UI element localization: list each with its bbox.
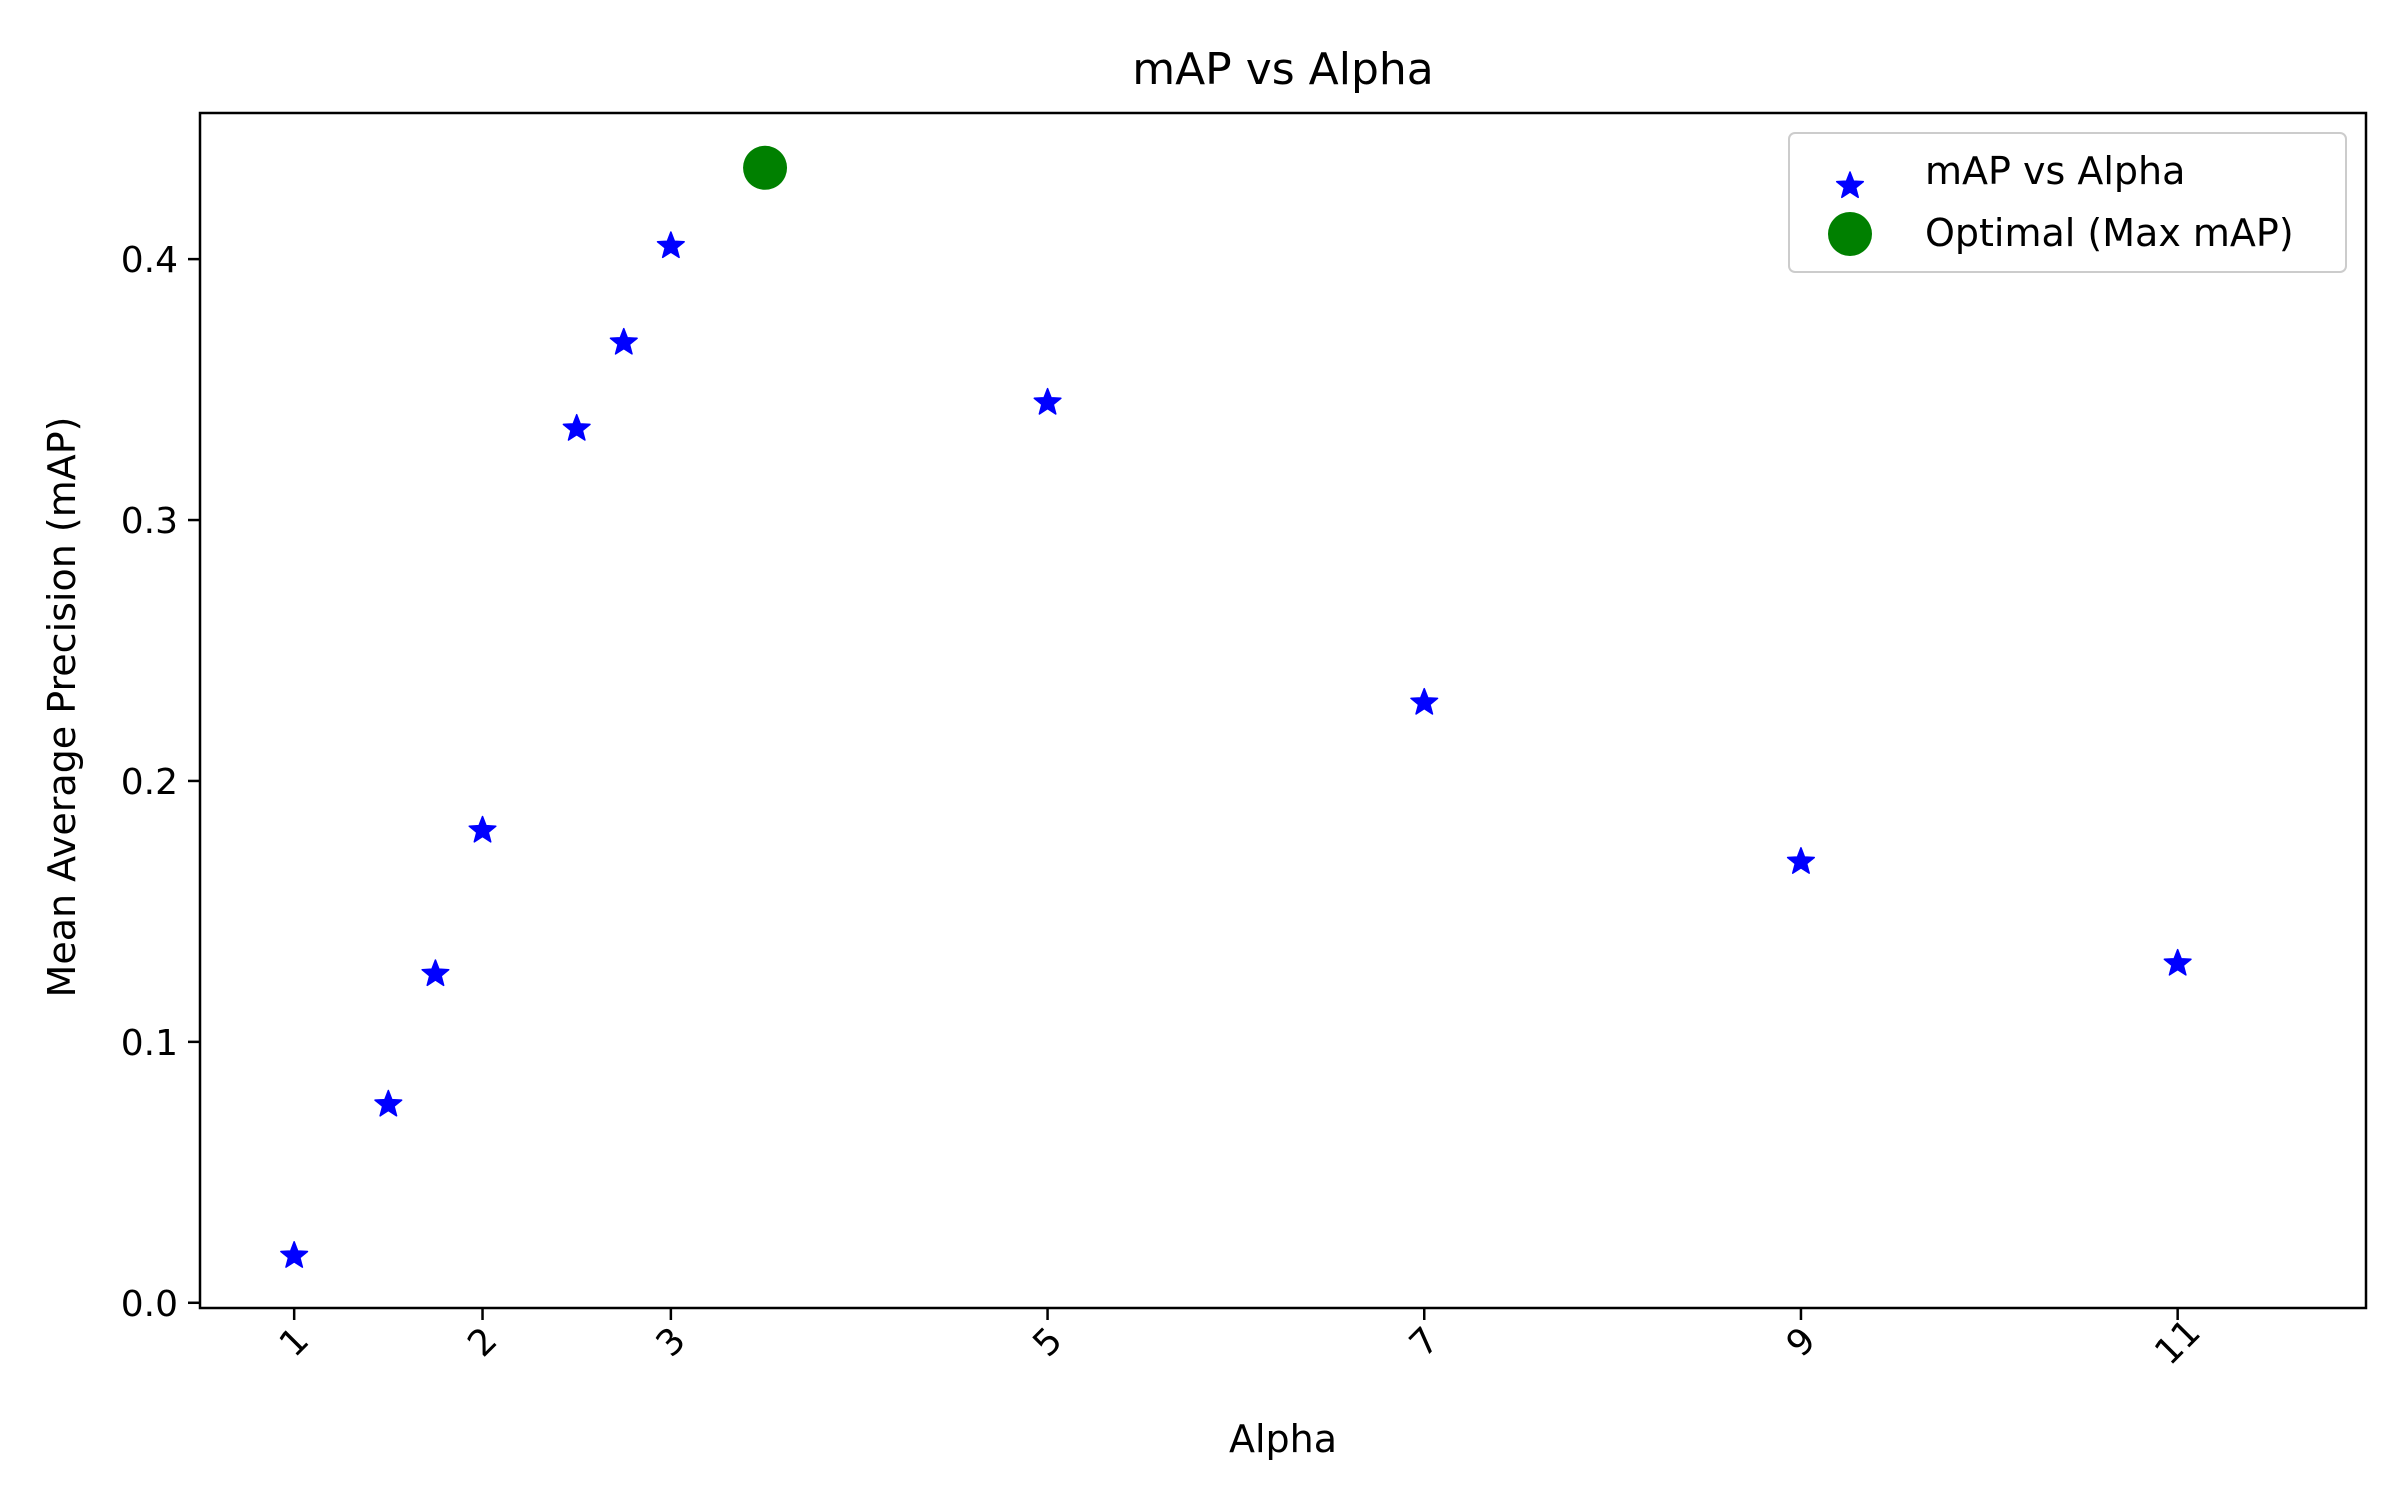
axes-frame (198, 111, 2368, 1310)
plot-area: 1 2 3 5 7 9 110.00.10.20.30.4 (121, 111, 2368, 1373)
data-point-star (609, 327, 638, 355)
legend: mAP vs Alpha Optimal (Max mAP) (1788, 132, 2347, 273)
data-point-star (2163, 948, 2192, 976)
data-point-star (374, 1089, 403, 1117)
data-point-star (656, 231, 685, 259)
y-axis-label: Mean Average Precision (mAP) (40, 417, 84, 998)
legend-label: Optimal (Max mAP) (1925, 211, 2294, 255)
data-point-star (468, 815, 497, 843)
legend-circle-icon (1828, 212, 1872, 256)
x-axis-label: Alpha (1229, 1417, 1337, 1461)
y-tick-label: 0.2 (121, 762, 178, 803)
y-tick-label: 0.0 (121, 1284, 178, 1325)
legend-frame (1788, 132, 2347, 273)
data-point-star (1786, 847, 1816, 874)
y-tick-label: 0.3 (121, 501, 178, 542)
data-point-star (421, 959, 450, 987)
chart-title: mAP vs Alpha (1132, 44, 1434, 95)
legend-label: mAP vs Alpha (1925, 149, 2185, 193)
y-tick-label: 0.4 (121, 240, 178, 281)
data-point-star (1033, 387, 1062, 415)
y-tick-label: 0.1 (121, 1023, 178, 1064)
data-point-star (280, 1241, 309, 1268)
data-point-star (562, 413, 591, 441)
data-point-optimal (743, 145, 788, 190)
legend-star-icon (1835, 171, 1865, 199)
data-point-star (1410, 687, 1439, 715)
